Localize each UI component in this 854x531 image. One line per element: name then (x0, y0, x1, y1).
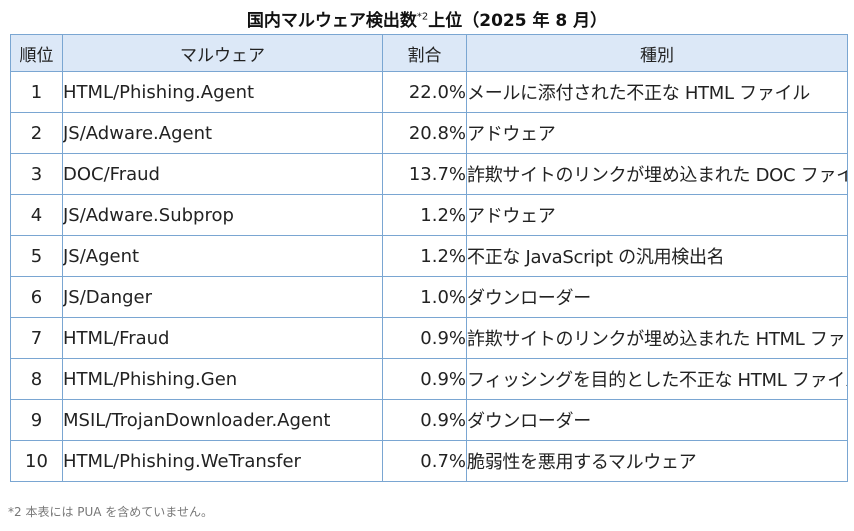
cell-malware: JS/Danger (62, 276, 383, 318)
table-row: 7 HTML/Fraud 0.9% 詐欺サイトのリンクが埋め込まれた HTML … (10, 317, 848, 359)
cell-type: ダウンローダー (466, 399, 848, 441)
cell-ratio: 13.7% (382, 153, 467, 195)
cell-ratio: 0.9% (382, 399, 467, 441)
cell-ratio: 1.0% (382, 276, 467, 318)
cell-rank: 5 (10, 235, 63, 277)
cell-ratio: 20.8% (382, 112, 467, 154)
page-title: 国内マルウェア検出数*2上位（2025 年 8 月） (0, 6, 854, 31)
table-header-row: 順位 マルウェア 割合 種別 (10, 34, 848, 72)
cell-rank: 8 (10, 358, 63, 400)
cell-malware: JS/Adware.Subprop (62, 194, 383, 236)
cell-malware: JS/Adware.Agent (62, 112, 383, 154)
table-row: 4 JS/Adware.Subprop 1.2% アドウェア (10, 194, 848, 236)
cell-malware: HTML/Fraud (62, 317, 383, 359)
header-type: 種別 (466, 34, 848, 72)
title-rest: 上位（2025 年 8 月） (428, 11, 608, 31)
header-rank: 順位 (10, 34, 63, 72)
cell-malware: HTML/Phishing.Agent (62, 71, 383, 113)
table-row: 1 HTML/Phishing.Agent 22.0% メールに添付された不正な… (10, 71, 848, 113)
cell-type: メールに添付された不正な HTML ファイル (466, 71, 848, 113)
cell-ratio: 0.7% (382, 440, 467, 482)
table-row: 10 HTML/Phishing.WeTransfer 0.7% 脆弱性を悪用す… (10, 440, 848, 482)
cell-rank: 6 (10, 276, 63, 318)
cell-rank: 2 (10, 112, 63, 154)
malware-ranking-table: 順位 マルウェア 割合 種別 1 HTML/Phishing.Agent 22.… (10, 34, 848, 482)
table-row: 6 JS/Danger 1.0% ダウンローダー (10, 276, 848, 318)
title-main: 国内マルウェア検出数 (246, 11, 417, 31)
cell-type: 詐欺サイトのリンクが埋め込まれた HTML ファイル (466, 317, 848, 359)
cell-rank: 9 (10, 399, 63, 441)
table-row: 9 MSIL/TrojanDownloader.Agent 0.9% ダウンロー… (10, 399, 848, 441)
cell-type: アドウェア (466, 194, 848, 236)
cell-rank: 10 (10, 440, 63, 482)
cell-rank: 1 (10, 71, 63, 113)
table-row: 5 JS/Agent 1.2% 不正な JavaScript の汎用検出名 (10, 235, 848, 277)
cell-type: 脆弱性を悪用するマルウェア (466, 440, 848, 482)
cell-type: フィッシングを目的とした不正な HTML ファイル (466, 358, 848, 400)
footnote: *2 本表には PUA を含めていません。 (8, 505, 213, 519)
cell-ratio: 1.2% (382, 235, 467, 277)
cell-malware: HTML/Phishing.Gen (62, 358, 383, 400)
cell-malware: HTML/Phishing.WeTransfer (62, 440, 383, 482)
cell-rank: 3 (10, 153, 63, 195)
table-row: 2 JS/Adware.Agent 20.8% アドウェア (10, 112, 848, 154)
header-malware: マルウェア (62, 34, 383, 72)
cell-rank: 4 (10, 194, 63, 236)
table-row: 8 HTML/Phishing.Gen 0.9% フィッシングを目的とした不正な… (10, 358, 848, 400)
cell-type: 詐欺サイトのリンクが埋め込まれた DOC ファイル (466, 153, 848, 195)
cell-malware: MSIL/TrojanDownloader.Agent (62, 399, 383, 441)
cell-ratio: 1.2% (382, 194, 467, 236)
title-note-mark: *2 (416, 11, 429, 23)
table-row: 3 DOC/Fraud 13.7% 詐欺サイトのリンクが埋め込まれた DOC フ… (10, 153, 848, 195)
cell-rank: 7 (10, 317, 63, 359)
cell-type: アドウェア (466, 112, 848, 154)
cell-ratio: 0.9% (382, 358, 467, 400)
cell-malware: DOC/Fraud (62, 153, 383, 195)
cell-malware: JS/Agent (62, 235, 383, 277)
cell-ratio: 0.9% (382, 317, 467, 359)
cell-type: ダウンローダー (466, 276, 848, 318)
header-ratio: 割合 (382, 34, 467, 72)
cell-ratio: 22.0% (382, 71, 467, 113)
cell-type: 不正な JavaScript の汎用検出名 (466, 235, 848, 277)
